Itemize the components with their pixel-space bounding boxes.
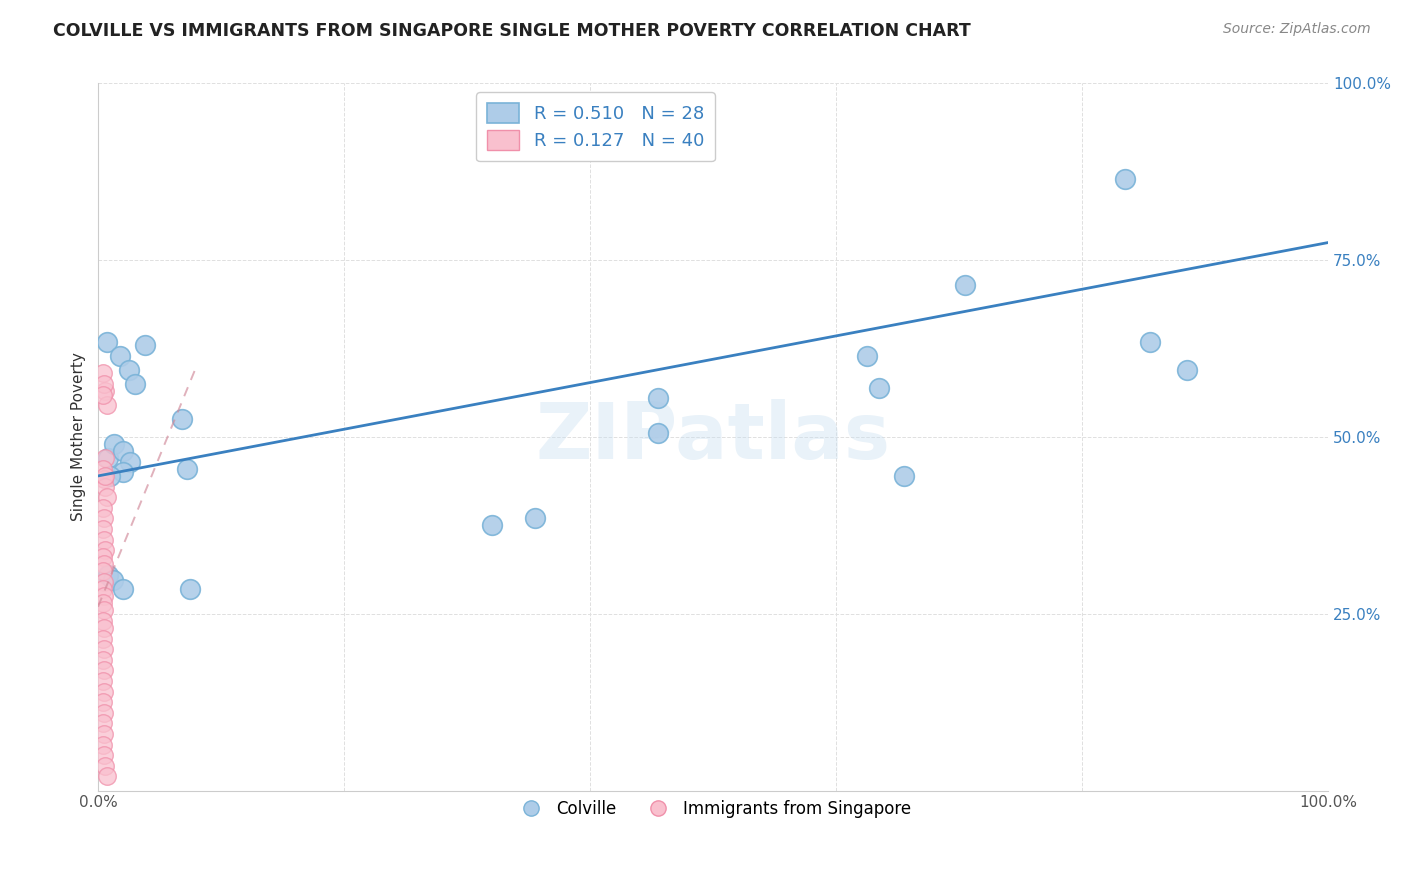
Point — [1139, 334, 1161, 349]
Point — [94, 451, 117, 466]
Point — [868, 380, 890, 394]
Point — [94, 543, 117, 558]
Point — [96, 490, 118, 504]
Point — [93, 748, 115, 763]
Point — [93, 603, 115, 617]
Point — [91, 596, 114, 610]
Point — [91, 367, 114, 381]
Text: Source: ZipAtlas.com: Source: ZipAtlas.com — [1223, 22, 1371, 37]
Point — [91, 614, 114, 628]
Point — [94, 759, 117, 773]
Point — [91, 522, 114, 536]
Point — [111, 444, 134, 458]
Point — [93, 684, 115, 698]
Point — [91, 462, 114, 476]
Point — [97, 568, 120, 582]
Point — [91, 695, 114, 709]
Point — [93, 558, 115, 572]
Point — [94, 384, 117, 398]
Point — [93, 589, 115, 603]
Point — [118, 363, 141, 377]
Point — [91, 582, 114, 596]
Point — [91, 632, 114, 646]
Text: COLVILLE VS IMMIGRANTS FROM SINGAPORE SINGLE MOTHER POVERTY CORRELATION CHART: COLVILLE VS IMMIGRANTS FROM SINGAPORE SI… — [53, 22, 972, 40]
Point — [179, 582, 201, 596]
Point — [93, 642, 115, 657]
Point — [97, 451, 120, 466]
Point — [101, 573, 124, 587]
Point — [93, 574, 115, 589]
Point — [118, 455, 141, 469]
Point — [111, 582, 134, 596]
Point — [134, 338, 156, 352]
Point — [481, 518, 503, 533]
Point — [93, 533, 115, 547]
Point — [108, 349, 131, 363]
Point — [91, 565, 114, 579]
Point — [91, 673, 114, 688]
Point — [91, 653, 114, 667]
Point — [98, 469, 121, 483]
Point — [93, 706, 115, 720]
Point — [103, 437, 125, 451]
Point — [91, 738, 114, 752]
Point — [96, 398, 118, 412]
Point — [94, 469, 117, 483]
Point — [647, 426, 669, 441]
Point — [91, 387, 114, 401]
Point — [93, 664, 115, 678]
Point — [124, 376, 146, 391]
Point — [170, 412, 193, 426]
Point — [91, 716, 114, 731]
Point — [111, 466, 134, 480]
Point — [647, 391, 669, 405]
Point — [1175, 363, 1198, 377]
Point — [91, 500, 114, 515]
Point — [856, 349, 879, 363]
Point — [1114, 172, 1136, 186]
Point — [96, 334, 118, 349]
Point — [93, 511, 115, 525]
Text: ZIPatlas: ZIPatlas — [536, 399, 890, 475]
Point — [93, 727, 115, 741]
Point — [91, 550, 114, 565]
Point — [93, 621, 115, 635]
Point — [955, 277, 977, 292]
Point — [523, 511, 546, 525]
Point — [893, 469, 915, 483]
Point — [93, 473, 115, 487]
Point — [96, 769, 118, 783]
Point — [93, 376, 115, 391]
Point — [94, 479, 117, 493]
Y-axis label: Single Mother Poverty: Single Mother Poverty — [72, 352, 86, 522]
Legend: Colville, Immigrants from Singapore: Colville, Immigrants from Singapore — [508, 793, 918, 825]
Point — [176, 462, 198, 476]
